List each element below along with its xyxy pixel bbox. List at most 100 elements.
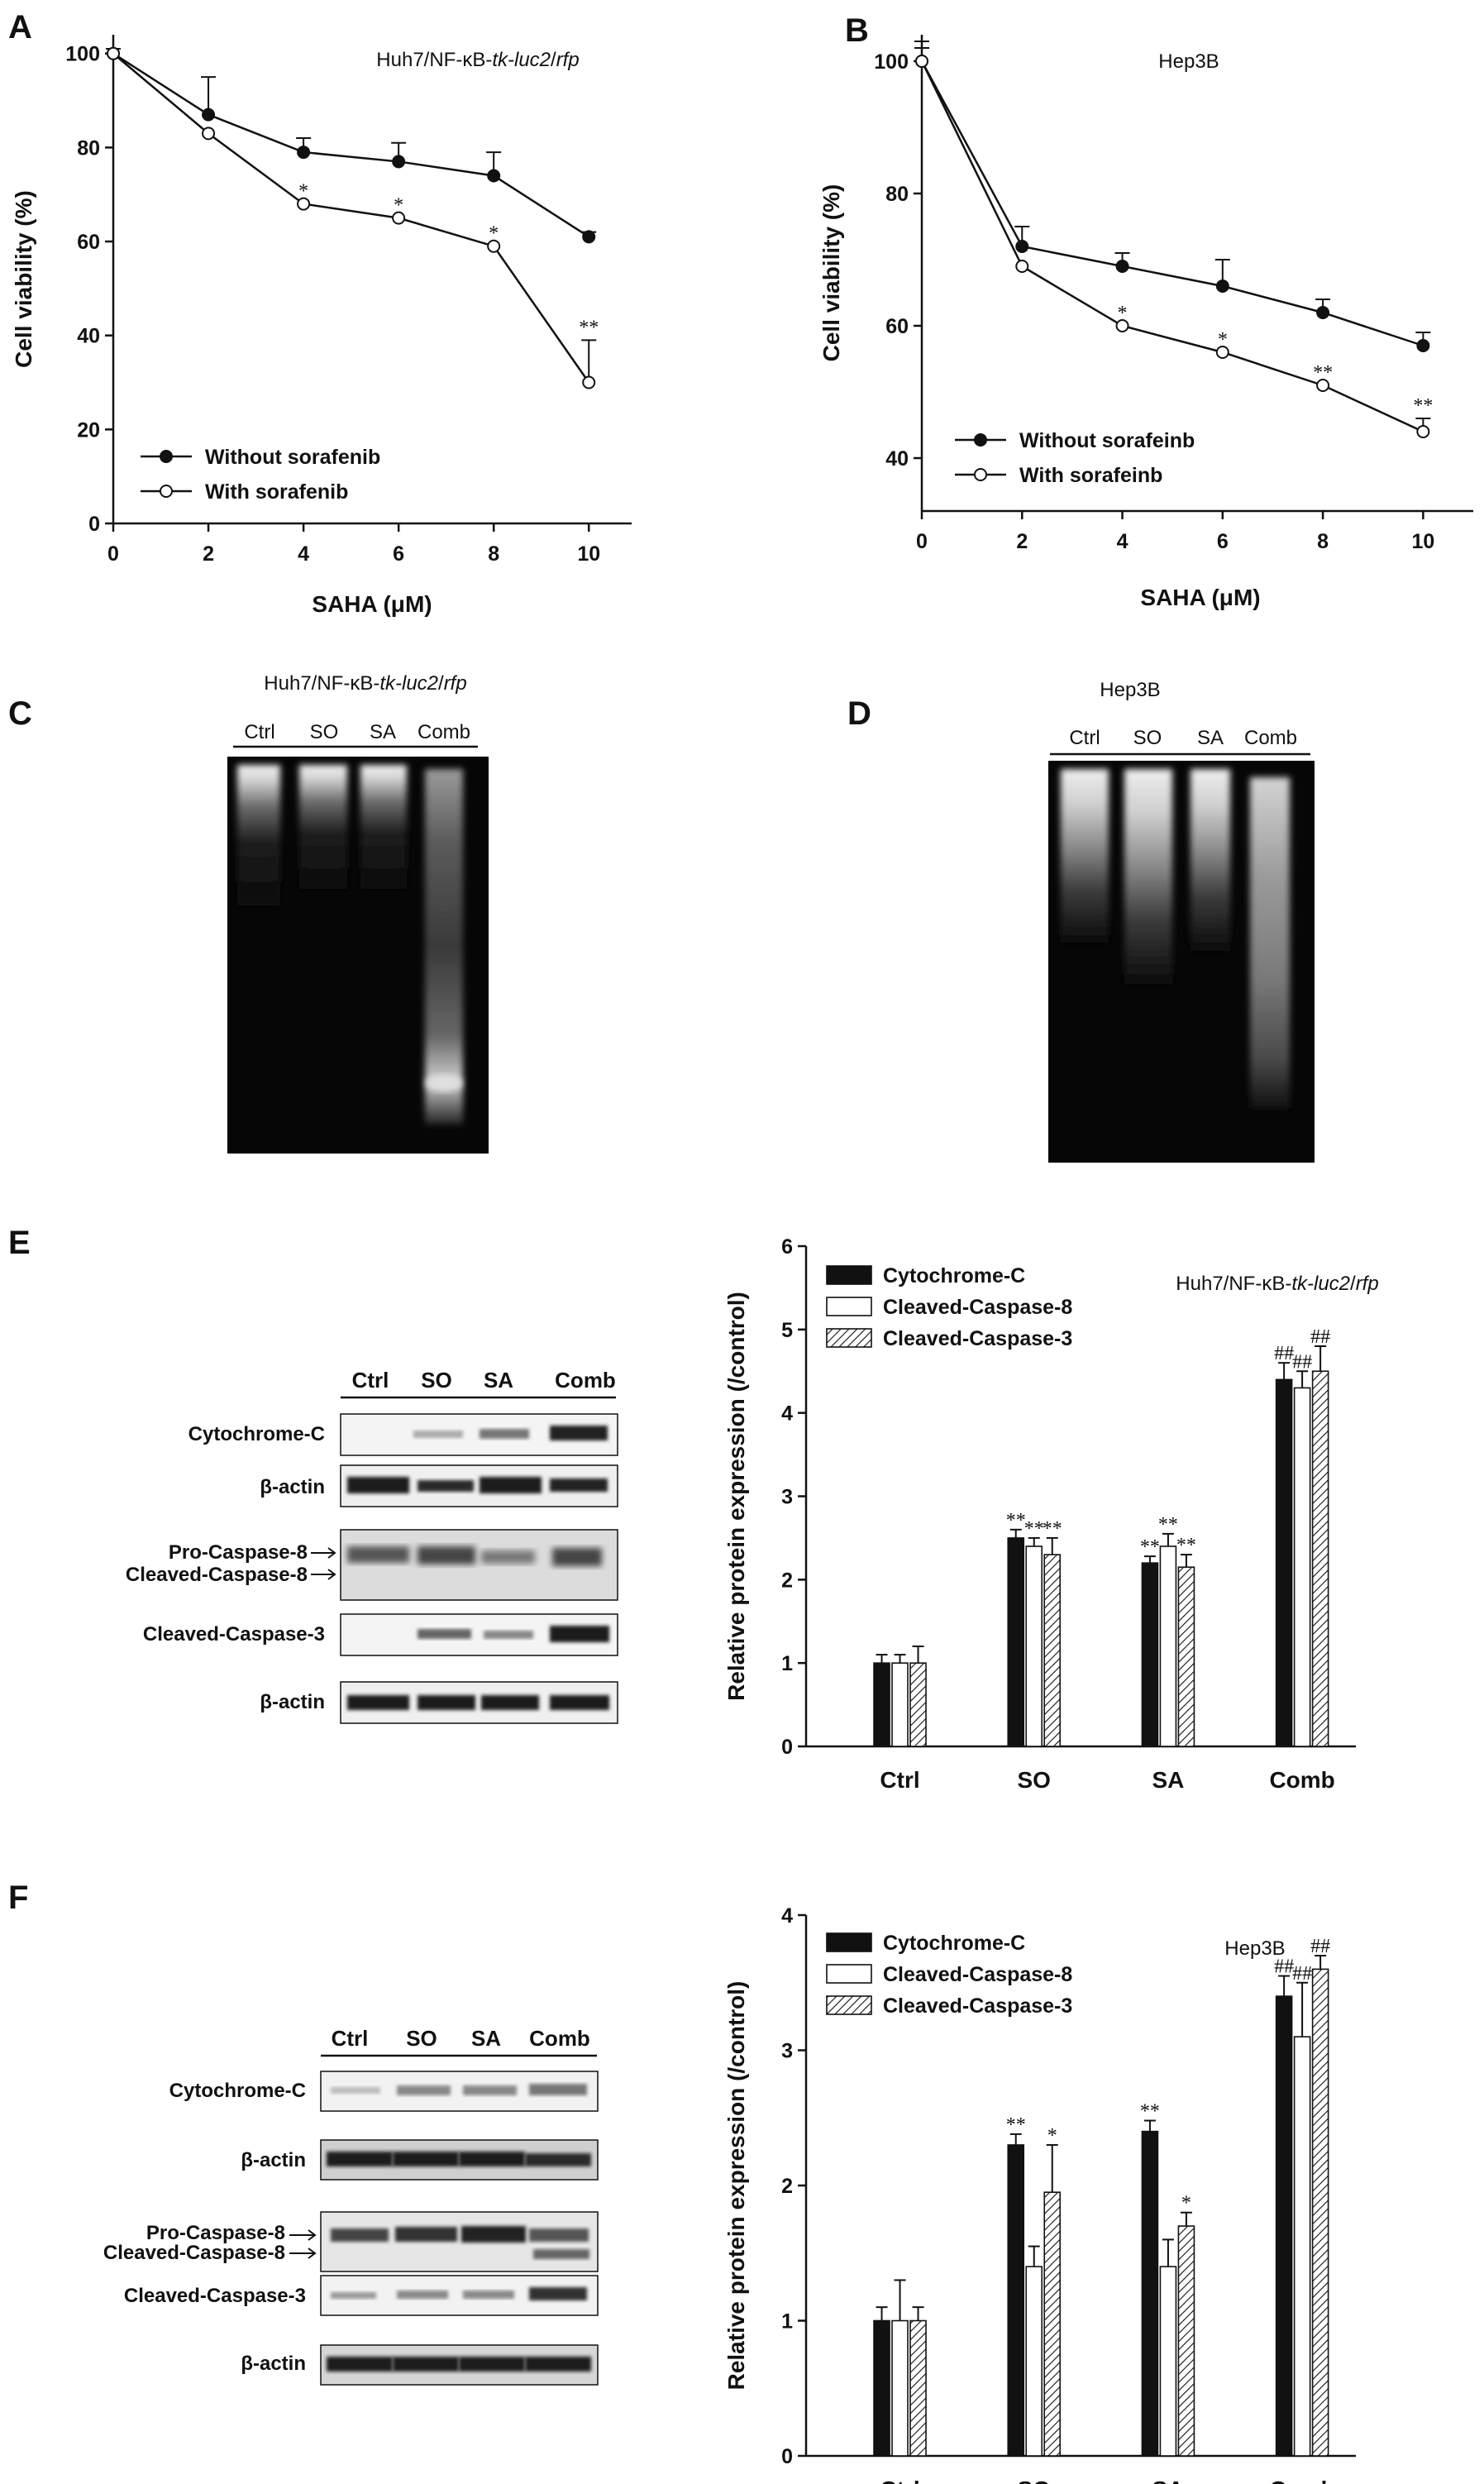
gel-d-band-sa	[1191, 769, 1230, 951]
bar	[1293, 2036, 1311, 2457]
blot-band	[397, 2085, 451, 2095]
significance-label: **	[1043, 1518, 1062, 1540]
blot-f-lane-comb: Comb	[529, 2026, 590, 2051]
blot-f-lane-ctrl: Ctrl	[332, 2026, 369, 2051]
blot-f-lane-so: SO	[406, 2026, 437, 2051]
y-tick-label: 6	[781, 1235, 793, 1259]
blot-band	[481, 1550, 535, 1564]
arrow-right-icon	[327, 1547, 336, 1559]
blot-band	[529, 2228, 589, 2242]
bar	[1311, 1968, 1329, 2457]
bar	[1275, 1995, 1293, 2457]
y-tick-label: 40	[885, 447, 909, 471]
arrow-right-icon	[327, 1569, 336, 1580]
blot-band	[327, 2152, 393, 2166]
x-tick-label: 10	[1411, 530, 1434, 553]
blot-f-label-beta-actin-1: β-actin	[241, 2149, 306, 2171]
bar	[1043, 2191, 1062, 2457]
legend-label: Cleaved-Caspase-3	[883, 1327, 1072, 1350]
y-tick-label: 0	[88, 513, 100, 536]
significance-label: **	[1140, 2101, 1160, 2123]
x-tick-label: Comb	[1269, 1767, 1334, 1793]
blot-band	[525, 2153, 591, 2166]
blot-band	[484, 1631, 533, 1639]
blot-band	[550, 1478, 608, 1492]
blot-band	[550, 1695, 609, 1710]
arrow-right-icon	[308, 2248, 317, 2259]
blot-f-label-pro-caspase-8: Pro-Caspase-8	[146, 2222, 285, 2244]
significance-label: ##	[1310, 1326, 1330, 1348]
significance-label: *	[1118, 303, 1128, 324]
data-point	[1215, 346, 1229, 359]
y-tick-label: 100	[874, 50, 909, 74]
bar	[1293, 1387, 1311, 1747]
blot-f-label-cytochrome-c: Cytochrome-C	[169, 2080, 306, 2102]
chart-title: Hep3B	[1158, 50, 1219, 73]
bar	[1177, 1566, 1195, 1747]
legend-marker	[974, 433, 987, 447]
panel-label-d: D	[847, 695, 871, 732]
chart-e-protein-expression: Huh7/NF-κB-tk-luc2/rfp 0 1 2 3 4 5 6 Relative pr…	[723, 1235, 1379, 1793]
y-tick-label: 4	[781, 1904, 793, 1927]
gel-d-title: Hep3B	[1100, 679, 1160, 701]
data-point	[1015, 260, 1029, 273]
blot-f-label-cleaved-caspase-3: Cleaved-Caspase-3	[124, 2285, 306, 2307]
blot-band	[459, 2357, 525, 2372]
y-tick-label: 3	[781, 2040, 793, 2063]
y-tick-label: 1	[781, 1652, 793, 1675]
bar	[1141, 2130, 1159, 2457]
panel-label-c: C	[8, 695, 32, 732]
x-tick-label: 8	[1317, 530, 1329, 553]
blot-band	[480, 1477, 542, 1493]
data-point	[392, 211, 406, 225]
significance-label: **	[1313, 362, 1333, 384]
bar	[909, 2319, 927, 2457]
data-point	[1115, 260, 1129, 273]
bar	[1007, 2144, 1025, 2457]
blot-band	[480, 1429, 529, 1439]
gel-c-lane-ctrl: Ctrl	[244, 721, 274, 743]
gel-d-band-comb	[1250, 777, 1290, 1108]
chart-title: Huh7/NF-κB-tk-luc2/rfp	[1176, 1273, 1378, 1295]
panel-label-f: F	[8, 1880, 28, 1916]
legend-swatch	[826, 1328, 872, 1348]
blot-band	[418, 1695, 475, 1710]
legend-swatch	[826, 1265, 872, 1285]
blot-f-label-cleaved-caspase-8: Cleaved-Caspase-8	[103, 2242, 285, 2264]
legend-swatch	[826, 1297, 872, 1316]
x-tick-label: 8	[488, 542, 499, 566]
significance-label: ##	[1274, 1956, 1294, 1978]
x-tick-label: 0	[107, 542, 119, 566]
gel-c-band-so	[299, 765, 347, 889]
significance-label: **	[1006, 1510, 1026, 1531]
gel-c-band-comb	[425, 769, 463, 1125]
significance-label: **	[1413, 395, 1433, 417]
legend-label: With sorafeinb	[1019, 464, 1162, 487]
y-tick-label: 2	[781, 1569, 793, 1592]
legend-label: Without sorafenib	[205, 446, 380, 469]
blot-band	[550, 1426, 608, 1440]
blot-band	[395, 2227, 457, 2242]
data-point	[1316, 379, 1330, 392]
blot-e-label-cleaved-caspase-8: Cleaved-Caspase-8	[126, 1564, 308, 1586]
y-axis-label: Cell viability (%)	[11, 190, 36, 368]
blot-band	[525, 2357, 591, 2372]
chart-f-protein-expression: Hep3B 0 1 2 3 4 Relative protein expression (/…	[723, 1904, 1356, 2484]
legend-swatch	[826, 1995, 872, 2015]
bar	[1275, 1378, 1293, 1747]
y-tick-label: 80	[77, 136, 100, 160]
y-axis-label: Relative protein expression (/control)	[723, 1981, 749, 2391]
legend-swatch	[826, 1964, 872, 1984]
gel-d-band-so	[1124, 769, 1172, 984]
series-line-1	[920, 60, 1424, 347]
blot-band	[533, 2249, 589, 2259]
y-axis-label: Cell viability (%)	[818, 184, 844, 362]
blot-e-lane-ctrl: Ctrl	[352, 1368, 389, 1392]
blot-e-lane-comb: Comb	[555, 1368, 616, 1392]
x-tick-label: 2	[203, 542, 214, 566]
data-point	[1416, 339, 1430, 352]
y-tick-label: 0	[781, 1736, 793, 1759]
x-tick-label: SA	[1152, 1767, 1184, 1793]
